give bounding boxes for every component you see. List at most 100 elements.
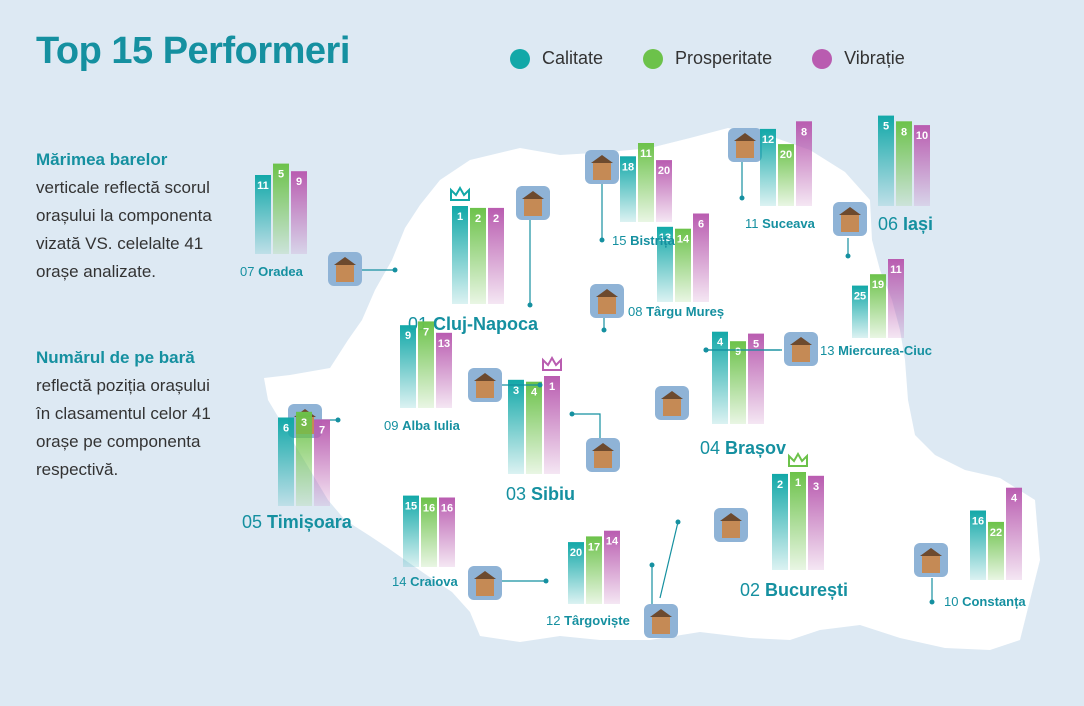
bar-label-iasi-prosperitate: 8 — [901, 126, 907, 138]
bar-brasov-vibratie — [748, 333, 764, 424]
note-bar-number: Numărul de pe bară reflectă poziția oraș… — [36, 344, 226, 484]
bar-targu-mures-prosperitate — [675, 228, 691, 302]
photo-roof-targoviste — [650, 609, 672, 617]
photo-roof-bucuresti — [720, 513, 742, 521]
bar-label-bucuresti-prosperitate: 1 — [795, 477, 801, 489]
bar-targoviste-prosperitate — [586, 536, 602, 604]
bar-label-bucuresti-calitate: 2 — [777, 479, 783, 491]
crown-icon-sibiu — [542, 355, 562, 371]
connector-dot-miercurea-ciuc — [703, 347, 709, 353]
bar-label-craiova-vibratie: 16 — [441, 503, 453, 515]
city-label-constanta: 10 Constanța — [944, 594, 1026, 609]
city-name-oradea: Oradea — [258, 264, 304, 279]
bar-label-targu-mures-vibratie: 6 — [698, 219, 704, 231]
city-name-miercurea-ciuc: Miercurea-Ciuc — [838, 343, 932, 358]
city-rank-targu-mures: 08 — [628, 304, 646, 319]
legend-item-prosperitate: Prosperitate — [643, 48, 772, 69]
bar-label-targu-mures-calitate: 13 — [659, 232, 671, 244]
city-name-brasov: Brașov — [725, 438, 786, 458]
bar-label-craiova-calitate: 15 — [405, 501, 417, 513]
bar-label-brasov-calitate: 4 — [717, 337, 724, 349]
bar-label-cluj-napoca-vibratie: 2 — [493, 213, 499, 225]
bar-timisoara-calitate — [278, 417, 294, 506]
photo-roof-miercurea-ciuc — [790, 337, 812, 345]
crown-icon-bucuresti — [788, 451, 808, 467]
connector-dot-suceava — [739, 195, 745, 201]
city-miercurea-ciuc: 25 19 11 13 Miercurea-Ciuc — [703, 259, 932, 366]
photo-building-suceava — [736, 140, 754, 158]
bar-label-constanta-prosperitate: 22 — [990, 527, 1002, 539]
bar-label-bistrita-prosperitate: 11 — [640, 148, 652, 160]
city-label-sibiu: 03 Sibiu — [506, 484, 575, 504]
bar-bucuresti-calitate — [772, 473, 788, 570]
photo-roof-craiova — [474, 571, 496, 579]
legend: Calitate Prosperitate Vibrație — [510, 48, 905, 69]
bar-alba-iulia-vibratie — [436, 332, 452, 408]
connector-dot-alba-iulia — [537, 382, 543, 388]
bar-craiova-vibratie — [439, 497, 455, 567]
city-alba-iulia: 9 7 13 09 Alba Iulia — [384, 321, 543, 433]
bar-miercurea-ciuc-calitate — [852, 285, 868, 338]
city-oradea: 11 59 07 Oradea — [240, 163, 398, 286]
city-rank-oradea: 07 — [240, 264, 258, 279]
city-rank-brasov: 04 — [700, 438, 725, 458]
bar-label-timisoara-calitate: 6 — [283, 423, 289, 435]
bar-alba-iulia-calitate — [400, 325, 416, 408]
bar-label-constanta-calitate: 16 — [972, 516, 984, 528]
bar-iasi-prosperitate — [896, 121, 912, 206]
city-label-miercurea-ciuc: 13 Miercurea-Ciuc — [820, 343, 932, 358]
crown-icon-cluj-napoca — [450, 185, 470, 201]
city-name-sibiu: Sibiu — [531, 484, 575, 504]
city-rank-craiova: 14 — [392, 574, 410, 589]
city-label-targu-mures: 08 Târgu Mureș — [628, 304, 724, 319]
city-label-suceava: 11 Suceava — [745, 216, 816, 231]
photo-building-alba-iulia — [476, 380, 494, 398]
city-targu-mures: 13 14 6 08 Târgu Mureș — [590, 213, 724, 333]
bar-label-timisoara-vibratie: 7 — [319, 424, 325, 436]
photo-roof-constanta — [920, 548, 942, 556]
bar-sibiu-prosperitate — [526, 381, 542, 474]
bar-oradea-vibratie — [291, 171, 307, 254]
legend-label-vibratie: Vibrație — [844, 48, 905, 68]
bar-label-bistrita-vibratie: 20 — [658, 165, 670, 177]
photo-building-bucuresti — [722, 520, 740, 538]
city-sibiu: 3 4 1 03 Sibiu — [506, 355, 620, 504]
bar-label-sibiu-prosperitate: 4 — [531, 387, 538, 399]
legend-label-prosperitate: Prosperitate — [675, 48, 773, 68]
connector-dot-iasi — [845, 253, 851, 259]
bar-label-suceava-prosperitate: 20 — [780, 149, 792, 161]
bar-label-alba-iulia-vibratie: 13 — [438, 338, 450, 350]
photo-building-sibiu — [594, 450, 612, 468]
city-rank-suceava: 11 — [745, 216, 762, 231]
bar-label-brasov-prosperitate: 9 — [735, 346, 741, 358]
photo-building-oradea — [336, 264, 354, 282]
bar-timisoara-prosperitate — [296, 411, 312, 506]
page-title: Top 15 Performeri — [36, 30, 350, 72]
photo-building-targu-mures — [598, 296, 616, 314]
bar-timisoara-vibratie — [314, 419, 330, 506]
city-label-alba-iulia: 09 Alba Iulia — [384, 418, 461, 433]
city-rank-miercurea-ciuc: 13 — [820, 343, 838, 358]
legend-swatch-prosperitate — [643, 48, 664, 69]
bar-constanta-calitate — [970, 510, 986, 580]
city-rank-sibiu: 03 — [506, 484, 531, 504]
photo-roof-targu-mures — [596, 289, 618, 297]
city-name-constanta: Constanța — [962, 594, 1026, 609]
city-bucuresti: 2 1 3 02 București — [659, 451, 848, 600]
bar-label-alba-iulia-calitate: 9 — [405, 330, 411, 342]
bar-label-oradea-prosperitate: 5 — [278, 169, 284, 181]
bar-label-targoviste-vibratie: 14 — [606, 536, 619, 548]
city-name-bucuresti: București — [765, 580, 848, 600]
bar-bistrita-vibratie — [656, 160, 672, 222]
connector-dot-timisoara — [335, 417, 341, 423]
legend-swatch-calitate — [510, 48, 530, 69]
legend-item-vibratie: Vibrație — [812, 48, 905, 69]
photo-building-cluj-napoca — [524, 198, 542, 216]
bar-iasi-vibratie — [914, 125, 930, 206]
city-targoviste: 20 17 14 12 Târgoviște — [546, 530, 678, 638]
city-rank-iasi: 06 — [878, 214, 903, 234]
city-rank-timisoara: 05 — [242, 512, 267, 532]
bar-label-targoviste-prosperitate: 17 — [588, 541, 600, 553]
city-rank-bistrita: 15 — [612, 233, 630, 248]
